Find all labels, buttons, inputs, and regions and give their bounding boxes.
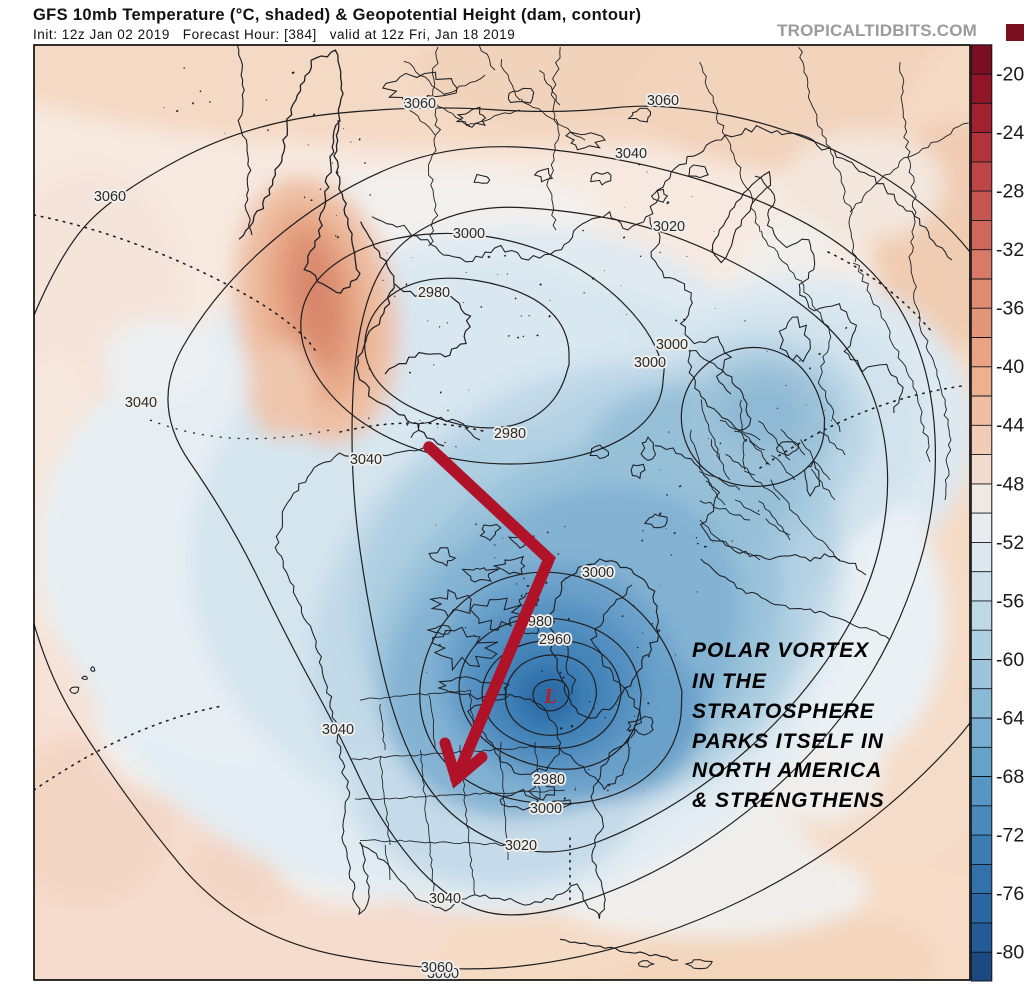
svg-text:3060: 3060	[427, 966, 459, 982]
svg-text:-44: -44	[996, 415, 1024, 437]
svg-text:3000: 3000	[453, 226, 485, 242]
svg-text:3060: 3060	[94, 189, 126, 205]
svg-text:2980: 2980	[494, 426, 526, 442]
svg-text:-52: -52	[996, 532, 1024, 554]
svg-text:-24: -24	[996, 122, 1024, 144]
svg-text:-40: -40	[996, 356, 1024, 378]
svg-text:-36: -36	[996, 298, 1024, 320]
svg-text:IN THE: IN THE	[692, 670, 767, 693]
svg-text:3000: 3000	[656, 337, 688, 353]
svg-text:3060: 3060	[404, 96, 436, 112]
svg-text:L: L	[543, 684, 557, 708]
svg-text:NORTH AMERICA: NORTH AMERICA	[692, 759, 882, 782]
svg-text:3000: 3000	[530, 801, 562, 817]
svg-text:2980: 2980	[533, 772, 565, 788]
svg-text:-80: -80	[996, 942, 1024, 964]
svg-text:3040: 3040	[615, 146, 647, 162]
svg-text:-20: -20	[996, 64, 1024, 86]
svg-text:3040: 3040	[322, 722, 354, 738]
svg-text:3040: 3040	[350, 452, 382, 468]
svg-text:& STRENGTHENS: & STRENGTHENS	[692, 789, 885, 812]
svg-text:2980: 2980	[418, 285, 450, 301]
svg-text:3000: 3000	[582, 565, 614, 581]
svg-text:-48: -48	[996, 473, 1024, 495]
svg-text:3060: 3060	[421, 960, 453, 976]
svg-text:-60: -60	[996, 649, 1024, 671]
svg-text:STRATOSPHERE: STRATOSPHERE	[692, 700, 875, 723]
svg-text:-68: -68	[996, 766, 1024, 788]
svg-text:-56: -56	[996, 590, 1024, 612]
svg-text:-64: -64	[996, 707, 1024, 729]
svg-text:-76: -76	[996, 883, 1024, 905]
svg-text:3040: 3040	[125, 395, 157, 411]
svg-text:3020: 3020	[505, 838, 537, 854]
svg-text:3020: 3020	[653, 219, 685, 235]
svg-text:POLAR VORTEX: POLAR VORTEX	[692, 639, 870, 662]
svg-text:PARKS ITSELF IN: PARKS ITSELF IN	[692, 730, 884, 753]
svg-text:3000: 3000	[634, 355, 666, 371]
svg-text:2960: 2960	[539, 632, 571, 648]
svg-text:3040: 3040	[429, 891, 461, 907]
svg-text:-32: -32	[996, 239, 1024, 261]
svg-text:3060: 3060	[647, 93, 679, 109]
svg-text:-72: -72	[996, 825, 1024, 847]
svg-text:-28: -28	[996, 181, 1024, 203]
